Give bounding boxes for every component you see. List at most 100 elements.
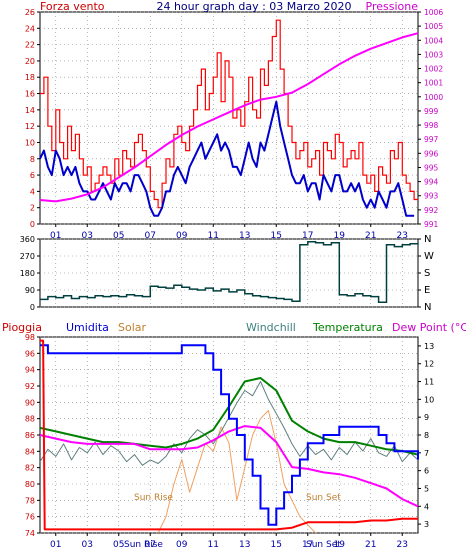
right-tick-label: 4 xyxy=(424,502,429,511)
dew-point-line xyxy=(39,425,419,508)
x-tick-label: 13 xyxy=(239,540,250,550)
left-tick-label: 94 xyxy=(25,366,35,375)
solar-label: Solar xyxy=(118,321,147,334)
right-tick-label: N xyxy=(424,302,431,313)
left-tick-label: 14 xyxy=(25,106,35,115)
right-tick-label: 6 xyxy=(424,467,429,476)
right-tick-label: 997 xyxy=(424,135,439,144)
x-tick-label: 21 xyxy=(365,231,376,241)
right-tick-label: 12 xyxy=(424,360,434,369)
left-tick-label: 82 xyxy=(25,464,35,473)
x-tick-label: 23 xyxy=(397,231,408,241)
x-tick-label: 17 xyxy=(302,231,313,241)
x-tick-label: 23 xyxy=(397,540,408,550)
x-tick-label: 19 xyxy=(334,231,346,241)
left-tick-label: 180 xyxy=(20,269,35,278)
x-tick-label: 05 xyxy=(113,231,124,241)
right-tick-label: N xyxy=(424,234,431,245)
panel1-x-axis: 01 03 05 07 09 11 13 15 17 19 21 23 xyxy=(50,224,408,241)
x-tick-label: 07 xyxy=(145,540,156,550)
left-tick-label: 20 xyxy=(25,57,35,66)
right-tick-label: 995 xyxy=(424,163,439,172)
wind-gust-line xyxy=(40,19,418,209)
left-tick-label: 0 xyxy=(30,303,35,312)
pressure-line xyxy=(39,32,419,203)
right-tick-label: 8 xyxy=(424,431,429,440)
left-tick-label: 360 xyxy=(20,235,35,244)
sun-set-annotation: Sun Set xyxy=(306,493,341,503)
x-tick-label: 07 xyxy=(145,231,156,241)
left-tick-label: 86 xyxy=(25,431,35,440)
left-tick-label: 90 xyxy=(25,398,35,407)
sun-rise-annotation: Sun Rise xyxy=(134,493,173,503)
left-tick-label: 74 xyxy=(25,529,35,538)
panel1-right-axis: 991 992 993 994 995 996 997 998 999 1000 1001 1002 1… xyxy=(418,8,443,229)
left-tick-label: 10 xyxy=(25,138,35,147)
left-tick-label: 80 xyxy=(25,480,35,489)
left-tick-label: 8 xyxy=(30,155,35,164)
x-tick-label: 11 xyxy=(208,231,219,241)
left-tick-label: 96 xyxy=(25,349,35,358)
rain-line xyxy=(39,339,418,531)
x-tick-label: 11 xyxy=(208,540,219,550)
right-tick-label: W xyxy=(424,251,434,262)
x-tick-label: 09 xyxy=(176,540,188,550)
left-tick-label: 2 xyxy=(30,204,35,213)
left-tick-label: 26 xyxy=(25,8,35,17)
right-tick-label: S xyxy=(424,268,430,279)
right-tick-label: E xyxy=(424,285,430,296)
right-tick-label: 991 xyxy=(424,220,439,229)
wind-average-line xyxy=(39,100,415,217)
left-tick-label: 76 xyxy=(25,513,35,522)
right-tick-label: 1000 xyxy=(424,93,443,102)
right-tick-label: 1003 xyxy=(424,50,443,59)
right-tick-label: 993 xyxy=(424,192,439,201)
panel1-frame xyxy=(39,11,419,225)
left-tick-label: 4 xyxy=(30,187,35,196)
panel1-series xyxy=(39,19,419,217)
sun-set-axis-label: Sun Set xyxy=(306,540,341,550)
left-tick-label: 12 xyxy=(25,122,35,131)
panel3-frame xyxy=(39,336,419,534)
left-tick-label: 90 xyxy=(25,286,35,295)
right-tick-label: 11 xyxy=(424,378,434,387)
right-tick-label: 998 xyxy=(424,121,439,130)
panel3-right-axis: 3 4 5 6 7 8 9 10 11 12 13 xyxy=(418,342,434,529)
right-tick-label: 1001 xyxy=(424,79,443,88)
panel3-x-axis: 01 03 05 07 09 11 13 15 17 19 21 23 xyxy=(50,533,408,550)
right-tick-label: 999 xyxy=(424,107,439,116)
left-tick-label: 6 xyxy=(30,171,35,180)
x-tick-label: 19 xyxy=(334,540,346,550)
left-tick-label: 0 xyxy=(30,220,35,229)
panel3-left-axis: 74 76 78 80 82 84 86 88 90 92 94 96 98 xyxy=(25,333,40,538)
humidity-line xyxy=(40,344,419,526)
x-tick-label: 03 xyxy=(82,231,93,241)
x-tick-label: 03 xyxy=(82,540,93,550)
rain-label: Pioggia xyxy=(2,321,42,334)
left-tick-label: 98 xyxy=(25,333,35,342)
humidity-label: Umidita xyxy=(66,321,109,334)
left-tick-label: 78 xyxy=(25,496,35,505)
x-tick-label: 05 xyxy=(113,540,124,550)
panel3-series xyxy=(39,339,419,534)
left-tick-label: 16 xyxy=(25,90,35,99)
right-tick-label: 5 xyxy=(424,484,429,493)
x-tick-label: 01 xyxy=(50,231,61,241)
left-tick-label: 22 xyxy=(25,41,35,50)
chart-title: 24 hour graph day : 03 Marzo 2020 xyxy=(156,0,351,13)
solar-line xyxy=(157,410,316,534)
left-tick-label: 270 xyxy=(20,252,35,261)
left-tick-label: 84 xyxy=(25,447,35,456)
x-tick-label: 17 xyxy=(302,540,313,550)
wind-strength-title: Forza vento xyxy=(40,0,105,13)
right-tick-label: 10 xyxy=(424,395,434,404)
right-tick-label: 13 xyxy=(424,342,434,351)
x-tick-label: 13 xyxy=(239,231,250,241)
right-tick-label: 994 xyxy=(424,178,439,187)
pressure-title: Pressione xyxy=(366,0,419,13)
